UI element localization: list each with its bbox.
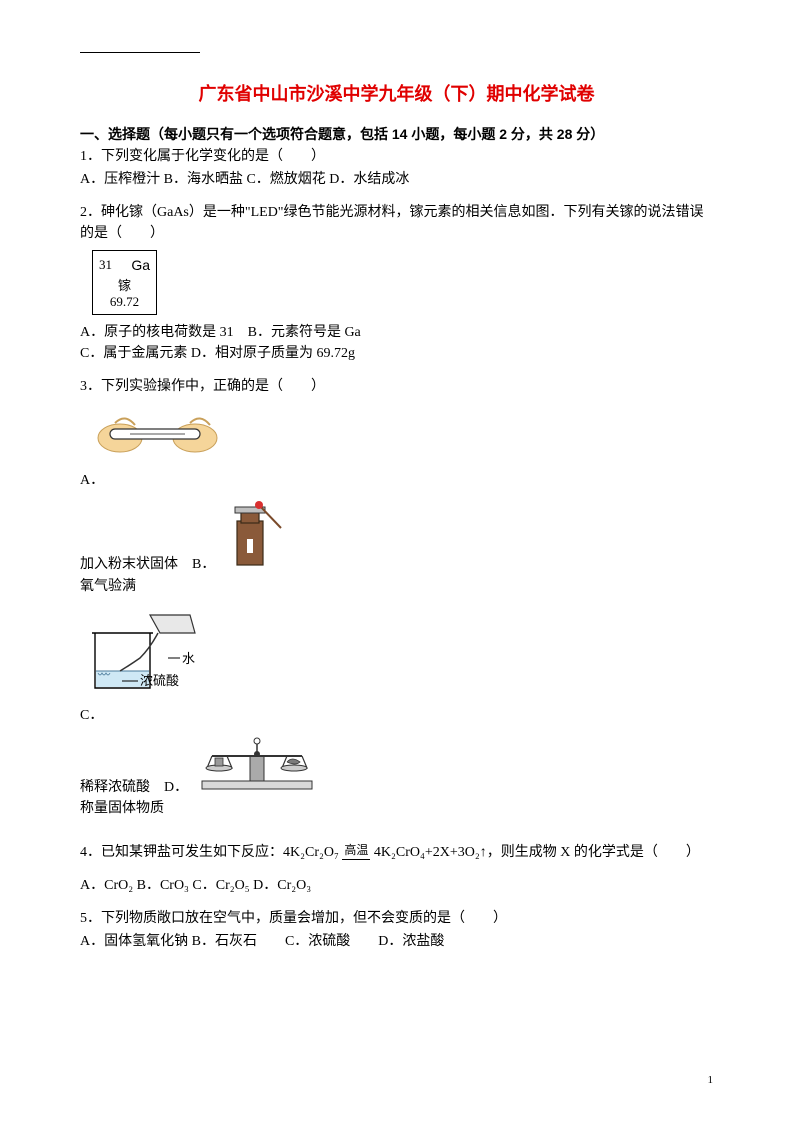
q2-option-cd: C．属于金属元素 D．相对原子质量为 69.72g [80, 343, 713, 364]
beaker-pour-icon: 水 浓硫酸 [80, 603, 220, 698]
q3-label-d: 称量固体物质 [80, 798, 713, 819]
element-name: 镓 [93, 275, 156, 294]
element-number: 31 [99, 257, 112, 273]
label-water: 水 [182, 651, 195, 666]
q3-label-c: 稀释浓硫酸 D． [80, 776, 188, 796]
q4-hightemp: 高温 [342, 841, 370, 860]
section-header: 一、选择题（每小题只有一个选项符合题意，包括 14 小题，每小题 2 分，共 2… [80, 124, 713, 144]
page-top-line [80, 52, 200, 53]
q3-label-a-prefix: A． [80, 469, 713, 489]
q4-stem-post: 4K₂CrO₄+2X+3O₂↑，则生成物 X 的化学式是（ ） [374, 845, 700, 860]
bottle-match-icon [219, 493, 289, 573]
q3-diagram-d-row: 稀释浓硫酸 D． [80, 726, 713, 796]
exam-title: 广东省中山市沙溪中学九年级（下）期中化学试卷 [80, 80, 713, 106]
q1-stem: 1．下列变化属于化学变化的是（ ） [80, 146, 713, 167]
q5-stem: 5．下列物质敞口放在空气中，质量会增加，但不会变质的是（ ） [80, 908, 713, 929]
q2-stem: 2．砷化镓（GaAs）是一种"LED"绿色节能光源材料，镓元素的相关信息如图．下… [80, 202, 713, 244]
label-acid: 浓硫酸 [140, 673, 179, 688]
q3-label-c-prefix: C． [80, 704, 713, 724]
q3-diagram-c: 水 浓硫酸 [80, 603, 713, 698]
q4-stem: 4．已知某钾盐可发生如下反应：4K₂Cr₂O₇ 高温 4K₂CrO₄+2X+3O… [80, 841, 713, 863]
q3-stem: 3．下列实验操作中，正确的是（ ） [80, 376, 713, 397]
page-number: 1 [708, 1074, 714, 1086]
element-symbol: Ga [131, 257, 150, 273]
balance-scale-icon [192, 726, 322, 796]
element-mass: 69.72 [93, 294, 156, 310]
q3-diagram-a [80, 403, 713, 463]
q5-options: A．固体氢氧化钠 B．石灰石 C．浓硫酸 D．浓盐酸 [80, 931, 713, 952]
q3-label-a: 加入粉末状固体 B． [80, 553, 215, 573]
q3-diagram-b-row: 加入粉末状固体 B． [80, 493, 713, 573]
q1-options: A．压榨橙汁 B．海水晒盐 C．燃放烟花 D．水结成冰 [80, 169, 713, 190]
q2-option-ab: A．原子的核电荷数是 31 B．元素符号是 Ga [80, 321, 713, 341]
q4-options: A．CrO₂ B．CrO₃ C．Cr₂O₅ D．Cr₂O₃ [80, 875, 713, 896]
element-card: 31 Ga 镓 69.72 [92, 250, 157, 315]
q3-label-b: 氧气验满 [80, 575, 713, 595]
test-tube-hands-icon [80, 403, 230, 463]
q4-stem-pre: 4．已知某钾盐可发生如下反应：4K₂Cr₂O₇ [80, 845, 339, 860]
q2-element-diagram: 31 Ga 镓 69.72 [80, 250, 713, 315]
